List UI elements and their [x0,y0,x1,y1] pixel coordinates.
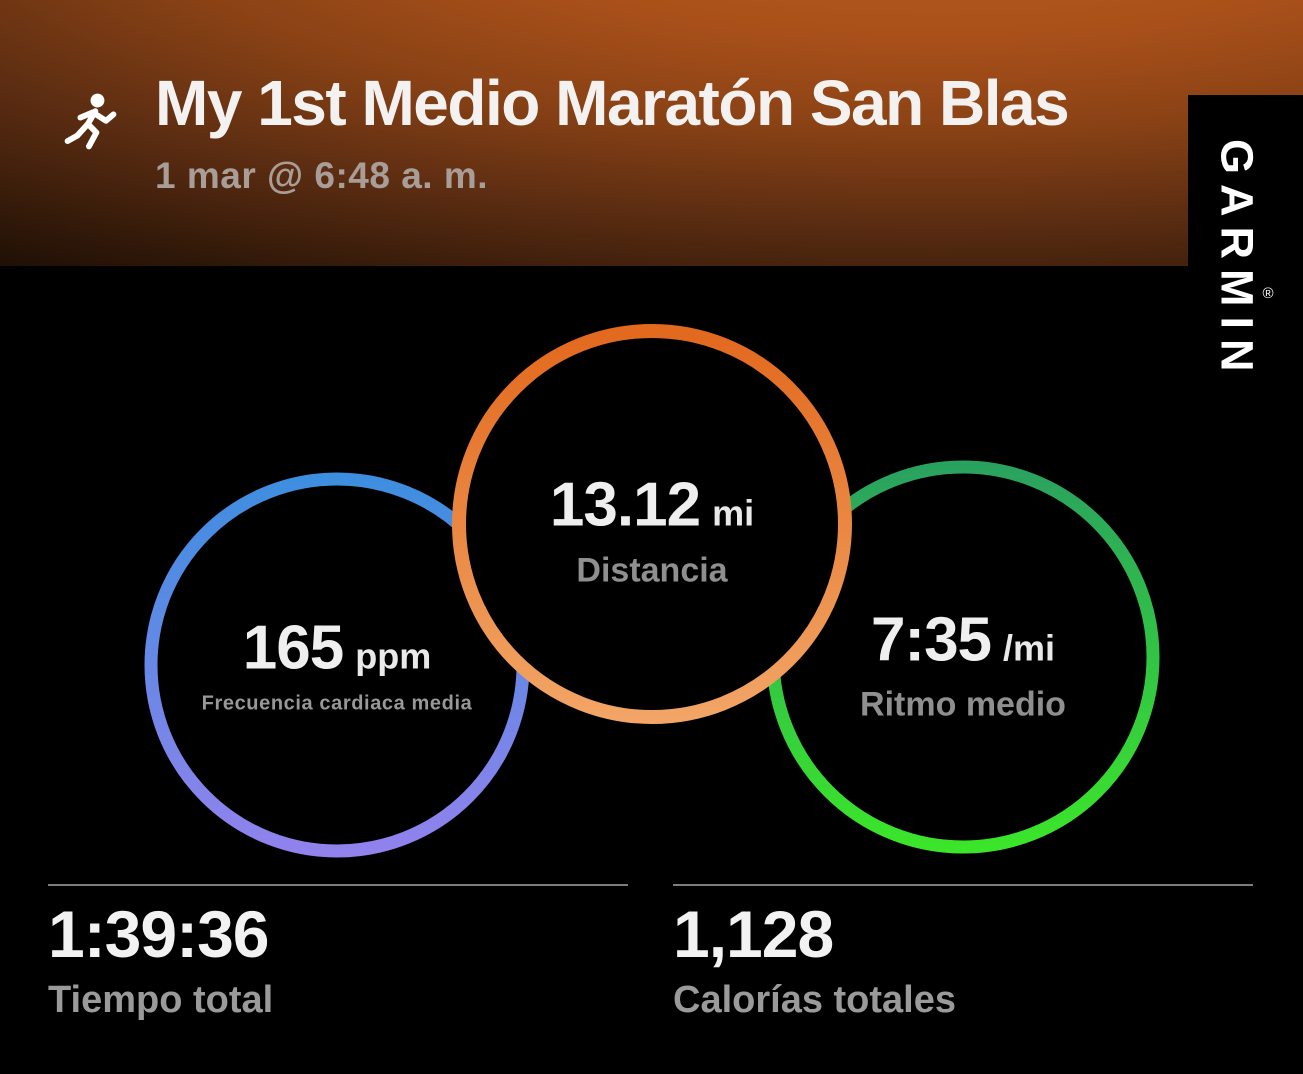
divider-total-calories [673,884,1253,886]
total-time-stat: 1:39:36 Tiempo total [48,897,274,1022]
heart-rate-metric: 165 ppm [243,613,431,684]
runner-icon [64,93,117,150]
heart-rate-value: 165 [242,613,344,683]
header-banner: My 1st Medio Maratón San Blas 1 mar @ 6:… [0,0,1303,266]
distance-metric: 13.12 mi [550,470,754,541]
total-calories-stat: 1,128 Calorías totales [673,897,956,1022]
total-calories-label: Calorías totales [673,979,956,1022]
pace-label: Ritmo medio [860,685,1066,724]
garmin-brand-box: GARMIN ® [1188,95,1303,445]
activity-datetime: 1 mar @ 6:48 a. m. [155,155,489,197]
heart-rate-label: Frecuencia cardiaca media [201,692,473,715]
heart-rate-unit: ppm [355,635,432,677]
distance-value: 13.12 [549,470,701,540]
total-calories-value: 1,128 [673,897,834,971]
distance-ring [452,324,852,724]
divider-total-time [48,884,628,886]
title-block: My 1st Medio Maratón San Blas 1 mar @ 6:… [155,67,1070,197]
total-time-value: 1:39:36 [48,897,270,971]
garmin-logo: GARMIN [1211,139,1263,382]
pace-unit: /mi [1003,627,1056,669]
distance-unit: mi [712,492,755,534]
pace-value: 7:35 [870,605,992,675]
pace-metric: 7:35 /mi [871,605,1055,676]
total-time-label: Tiempo total [48,979,274,1022]
activity-title: My 1st Medio Maratón San Blas [155,67,1070,139]
registered-trademark-symbol: ® [1259,284,1277,302]
distance-label: Distancia [576,551,728,590]
